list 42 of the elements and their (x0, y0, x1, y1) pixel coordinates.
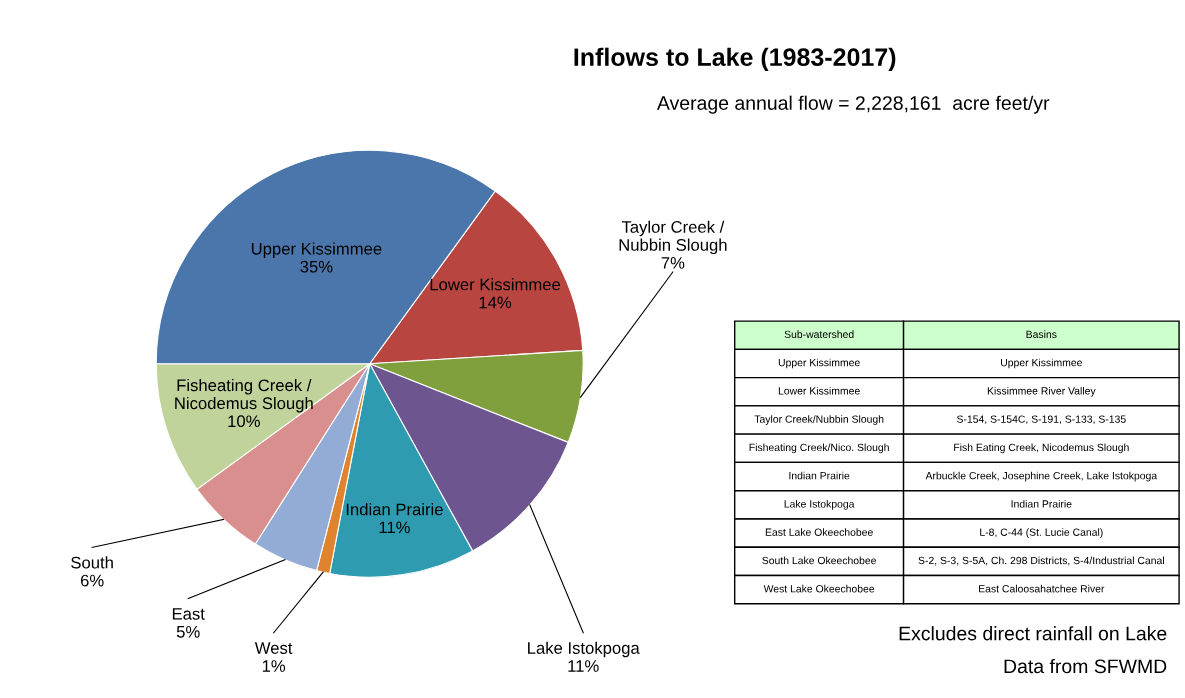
category-label: Sub-watershed (784, 330, 854, 339)
slice-label: Fisheating Creek / Nicodemus Slough (175, 378, 313, 413)
slice-label: Lake Istokpoga (528, 641, 640, 658)
data-label: 6% (80, 574, 104, 587)
text: S-154, S-154C, S-191, S-133, S-135 (956, 415, 1126, 425)
data-label: 35% (300, 260, 333, 273)
text: Upper Kissimmee (778, 358, 860, 369)
text: Upper Kissimmee (1001, 358, 1082, 369)
data-label: 5% (176, 625, 200, 638)
slice-label: Indian Prairie (346, 503, 443, 516)
data-label: 14% (479, 296, 512, 309)
text: Fisheating Creek/Nico. Slough (749, 443, 889, 454)
text: Indian Prairie (789, 471, 850, 480)
data-label: 11% (568, 660, 599, 672)
chart-title: Inflows to Lake (1983-2017) (574, 47, 896, 71)
text: Fish Eating Creek, Nicodemus Slough (954, 443, 1129, 454)
slice-label: East (172, 608, 205, 620)
text: Excludes direct rainfall on Lake (899, 626, 1167, 641)
slice-label: West (254, 642, 293, 654)
data-label: 7% (661, 257, 685, 269)
text: Indian Prairie (1011, 499, 1072, 508)
text: S-2, S-3, S-5A, Ch. 298 Districts, S-4/Industrial Canal (918, 556, 1164, 566)
text: Lake Istokpoga (784, 499, 855, 510)
text: East Caloosahatchee River (979, 584, 1105, 593)
text: L-8, C-44 (St. Lucie Canal) (980, 528, 1103, 538)
data-label: 11% (379, 521, 410, 534)
text: East Lake Okeechobee (765, 528, 873, 536)
text: Arbuckle Creek, Josephine Creek, Lake Istokpoga (925, 471, 1158, 482)
data-label: 1% (262, 660, 286, 672)
slice-label: Taylor Creek / Nubbin Slough (619, 220, 727, 255)
text: Lower Kissimmee (778, 386, 860, 395)
data-label: 10% (228, 415, 260, 428)
slice-label: Lower Kissimmee (430, 278, 561, 291)
slice-label: South (71, 556, 113, 569)
text: Data from SFWMD (1004, 658, 1167, 674)
text: South Lake Okeechobee (762, 556, 877, 565)
text: Taylor Creek/Nubbin Slough (754, 415, 884, 425)
slice-label: Upper Kissimmee (251, 242, 382, 258)
text: West Lake Okeechobee (763, 584, 875, 593)
text: Kissimmee River Valley (987, 386, 1096, 397)
category-label: Basins (1026, 330, 1057, 339)
text: Average annual flow = 2,228,161 acre feet/yr (656, 95, 1050, 114)
